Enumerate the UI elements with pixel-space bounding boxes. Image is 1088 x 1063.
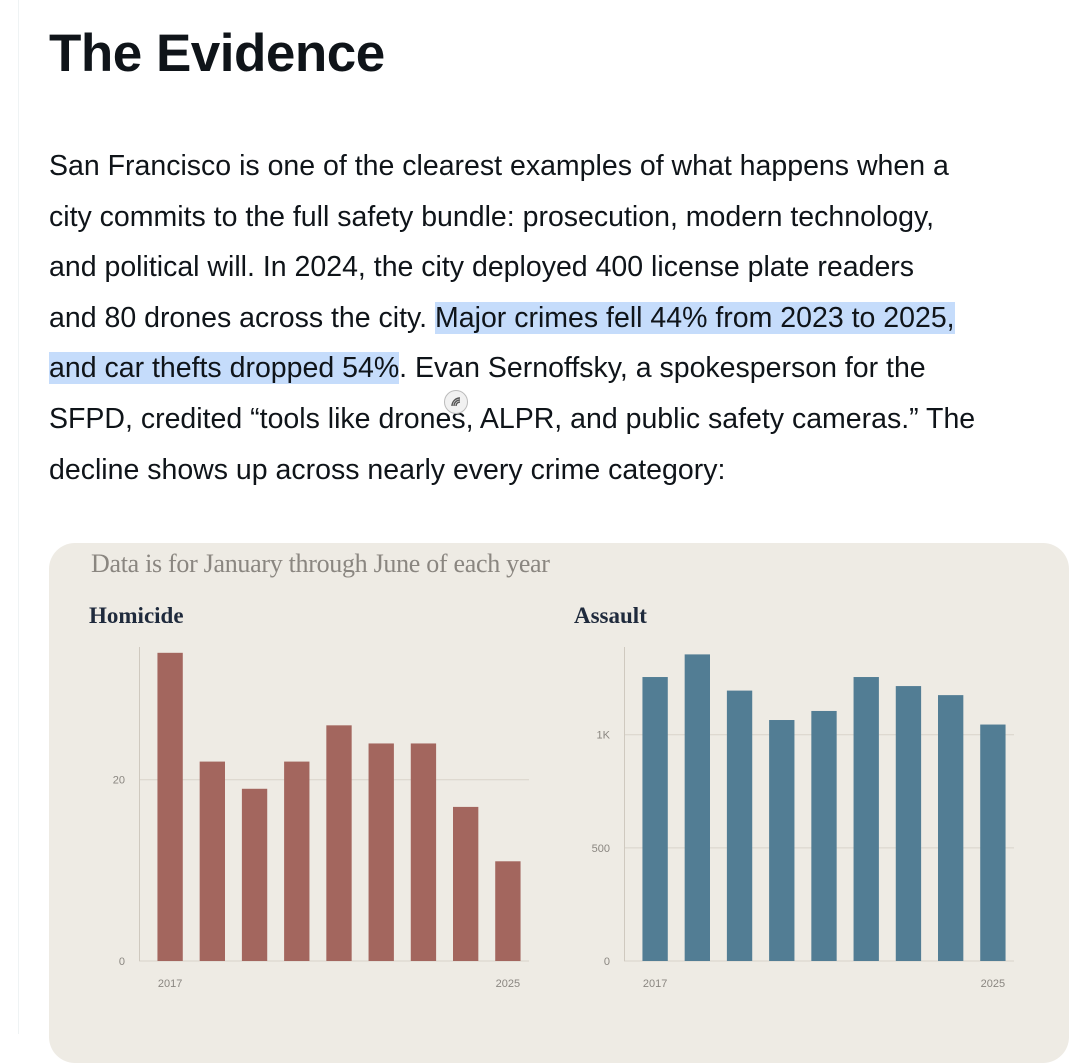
bar [157, 652, 183, 961]
paragraph-text: San Francisco is one of the clearest exa… [49, 150, 949, 182]
column-divider [18, 0, 19, 1034]
bar [241, 788, 268, 961]
paragraph-text: decline shows up across nearly every cri… [49, 453, 726, 486]
bar [495, 861, 521, 961]
bar [642, 677, 668, 961]
bar [895, 686, 922, 961]
bar [410, 743, 437, 961]
bar [980, 724, 1006, 961]
paragraph-line: city commits to the full safety bundle: … [49, 192, 1073, 243]
paragraph-text: SFPD, credited “tools like drones, ALPR,… [49, 402, 976, 435]
paragraph-text: and 80 drones across the city. [49, 301, 436, 334]
y-tick-label: 500 [592, 843, 610, 855]
bar [199, 761, 225, 961]
bar [284, 761, 310, 961]
article-paragraph: San Francisco is one of the clearest exa… [49, 141, 1073, 495]
paragraph-line: SFPD, credited “tools like drones, ALPR,… [49, 394, 1073, 445]
paragraph-text: . Evan Sernoffsky, a spokesperson for th… [399, 352, 926, 385]
assault-chart: 0 500 1K 2017 2025 [592, 647, 1014, 990]
paragraph-line: San Francisco is one of the clearest exa… [49, 141, 1073, 192]
section-heading: The Evidence [49, 24, 385, 83]
highlighted-text: and car thefts dropped 54% [49, 352, 400, 385]
chart-note: Data is for January through June of each… [91, 549, 550, 578]
paragraph-text: city commits to the full safety bundle: … [49, 200, 935, 233]
paragraph-text: and political will. In 2024, the city de… [49, 251, 915, 284]
y-tick-label: 0 [604, 956, 610, 968]
bar [811, 710, 837, 961]
bar [769, 720, 795, 961]
y-tick-label: 1K [597, 730, 611, 742]
bar [938, 695, 964, 961]
y-tick-label: 0 [119, 956, 125, 968]
assault-chart-title: Assault [574, 603, 647, 628]
x-tick-label: 2017 [158, 978, 182, 990]
y-tick-label: 20 [113, 775, 125, 787]
chart-card: Data is for January through June of each… [49, 543, 1069, 1063]
paragraph-line: and political will. In 2024, the city de… [49, 242, 1073, 293]
bar [726, 690, 753, 961]
bar [326, 725, 352, 961]
x-tick-label: 2017 [643, 978, 667, 990]
bar [684, 654, 710, 961]
paragraph-line: decline shows up across nearly every cri… [49, 445, 1073, 496]
highlighted-text: Major crimes fell 44% from 2023 to 2025, [435, 301, 955, 334]
bar [853, 677, 879, 961]
bar [368, 743, 394, 961]
homicide-chart-title: Homicide [89, 603, 184, 628]
bar [453, 806, 479, 961]
x-tick-label: 2025 [496, 978, 520, 990]
paragraph-line: and car thefts dropped 54%. Evan Sernoff… [49, 343, 1073, 394]
x-tick-label: 2025 [981, 978, 1005, 990]
paragraph-line: and 80 drones across the city. Major cri… [49, 293, 1073, 344]
cursor-icon [444, 390, 468, 414]
homicide-chart: 0 20 2017 2025 [113, 647, 529, 990]
